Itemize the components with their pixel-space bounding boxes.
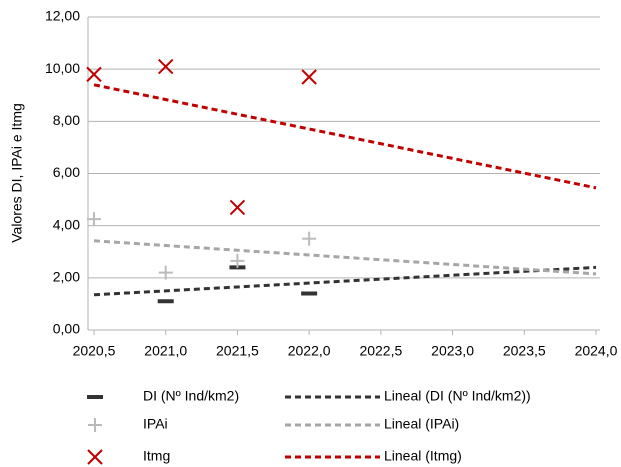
legend-label: IPAi <box>143 416 168 432</box>
marker-x <box>87 449 103 465</box>
legend-label: Itmg <box>143 448 170 464</box>
x-tick-label: 2021,0 <box>144 343 187 359</box>
legend-label: Lineal (DI (Nº Ind/km2)) <box>384 388 531 404</box>
legend-label: Lineal (IPAi) <box>384 416 459 432</box>
x-tick-label: 2022,5 <box>359 343 402 359</box>
marker-x <box>86 66 102 83</box>
x-tick-label: 2022,0 <box>288 343 331 359</box>
marker-plus <box>87 212 101 227</box>
marker-x <box>158 58 174 75</box>
marker-x <box>301 69 317 85</box>
legend-label: Lineal (Itmg) <box>384 448 462 464</box>
x-tick-label: 2023,5 <box>503 343 546 359</box>
marker-part <box>229 199 246 216</box>
trend-line <box>93 265 597 297</box>
legend-label: DI (Nº Ind/km2) <box>143 388 239 404</box>
marker-plus <box>88 418 102 432</box>
y-tick-label: 0,00 <box>53 321 80 337</box>
y-tick-label: 8,00 <box>53 112 80 128</box>
marker-x <box>229 199 246 216</box>
trend-line <box>93 239 597 276</box>
y-tick-label: 10,00 <box>45 60 80 76</box>
marker-part <box>158 58 174 75</box>
y-tick-label: 4,00 <box>53 216 80 232</box>
y-tick-label: 12,00 <box>45 8 80 24</box>
x-tick-label: 2024,0 <box>575 343 618 359</box>
y-tick-label: 2,00 <box>53 269 80 285</box>
x-tick-label: 2020,5 <box>73 343 116 359</box>
marker-part <box>86 66 102 83</box>
trend-line <box>93 83 597 190</box>
y-tick-label: 6,00 <box>53 164 80 180</box>
x-tick-label: 2023,0 <box>431 343 474 359</box>
marker-part <box>87 449 103 465</box>
marker-plus <box>230 253 245 268</box>
marker-plus <box>158 265 173 280</box>
marker-part <box>301 69 317 85</box>
marker-plus <box>302 231 317 246</box>
x-tick-label: 2021,5 <box>216 343 259 359</box>
y-axis-label: Valores DI, IPAi e Itmg <box>9 103 25 243</box>
